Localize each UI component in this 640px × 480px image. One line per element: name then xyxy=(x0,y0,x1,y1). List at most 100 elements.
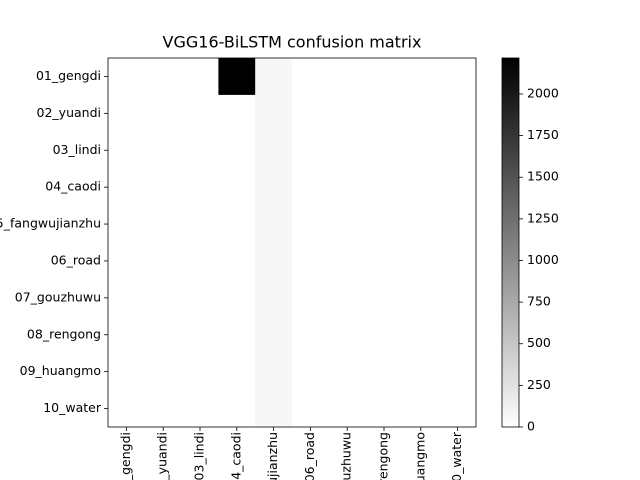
cell xyxy=(218,316,256,354)
cell xyxy=(255,94,293,133)
cell xyxy=(365,316,403,354)
cell xyxy=(255,279,293,317)
cell xyxy=(402,242,440,280)
cell xyxy=(108,58,146,96)
cell xyxy=(328,94,366,133)
cell xyxy=(218,58,256,96)
cell xyxy=(328,390,366,428)
cell xyxy=(181,279,219,317)
cell xyxy=(108,205,146,243)
cell xyxy=(181,205,219,243)
cell xyxy=(255,131,293,169)
cell xyxy=(144,353,182,391)
cell xyxy=(365,131,403,169)
chart-title: VGG16-BiLSTM confusion matrix xyxy=(163,33,422,52)
cell xyxy=(402,58,440,96)
cell xyxy=(292,168,330,206)
cell xyxy=(439,316,477,354)
cell xyxy=(439,279,477,317)
cell xyxy=(402,94,440,133)
cell xyxy=(108,353,146,391)
y-tick-label: 09_huangmo xyxy=(20,363,101,378)
cell xyxy=(439,94,477,133)
cell xyxy=(144,58,182,96)
cell xyxy=(365,242,403,280)
cell xyxy=(218,279,256,317)
colorbar-tick-label: 1250 xyxy=(527,210,559,225)
cell xyxy=(402,279,440,317)
colorbar xyxy=(501,57,520,428)
cell xyxy=(292,242,330,280)
cell xyxy=(218,94,256,133)
cell xyxy=(365,390,403,428)
cell xyxy=(144,205,182,243)
cell xyxy=(181,168,219,206)
cell xyxy=(255,390,293,428)
cell xyxy=(218,205,256,243)
cell xyxy=(108,168,146,206)
cell xyxy=(181,131,219,169)
cell xyxy=(439,58,477,96)
colorbar-tick-label: 500 xyxy=(527,335,551,350)
cell xyxy=(218,353,256,391)
cell xyxy=(365,94,403,133)
cell xyxy=(292,279,330,317)
cell xyxy=(365,58,403,96)
colorbar-tick-label: 2000 xyxy=(527,85,559,100)
y-tick-label: 07_gouzhuwu xyxy=(15,289,101,304)
cell xyxy=(144,94,182,133)
cell xyxy=(439,205,477,243)
cell xyxy=(108,279,146,317)
cell xyxy=(328,316,366,354)
cell xyxy=(255,353,293,391)
cell xyxy=(328,58,366,96)
cell xyxy=(402,168,440,206)
cell xyxy=(328,168,366,206)
cell xyxy=(402,353,440,391)
cell xyxy=(292,94,330,133)
y-tick-label: 02_yuandi xyxy=(37,105,101,120)
cell xyxy=(181,242,219,280)
cell xyxy=(255,58,293,96)
cell xyxy=(144,390,182,428)
cell xyxy=(255,205,293,243)
cell xyxy=(402,131,440,169)
colorbar-tick-label: 250 xyxy=(527,377,551,392)
cell xyxy=(181,316,219,354)
plot-frame xyxy=(107,57,477,428)
cell xyxy=(328,131,366,169)
colorbar-tick-label: 750 xyxy=(527,294,551,309)
cell xyxy=(439,353,477,391)
x-tick-label: 01_gengdi xyxy=(118,432,133,480)
x-tick-label: 08_rengong xyxy=(376,432,391,480)
cell xyxy=(181,353,219,391)
x-tick-label: 02_yuandi xyxy=(155,432,170,480)
cell xyxy=(365,279,403,317)
cell xyxy=(365,205,403,243)
cell xyxy=(108,390,146,428)
cell xyxy=(144,316,182,354)
cell xyxy=(402,390,440,428)
y-tick-label: 08_rengong xyxy=(27,326,101,341)
y-tick-label: 10_water xyxy=(43,400,102,415)
cell xyxy=(328,353,366,391)
cell xyxy=(292,390,330,428)
cell xyxy=(292,58,330,96)
cell xyxy=(144,168,182,206)
cell xyxy=(144,279,182,317)
cell xyxy=(328,205,366,243)
cell xyxy=(292,131,330,169)
x-tick-label: 10_water xyxy=(449,431,464,480)
cell xyxy=(218,168,256,206)
cell xyxy=(365,353,403,391)
colorbar-tick-label: 0 xyxy=(527,419,535,434)
cell xyxy=(181,58,219,96)
y-tick-label: 06_road xyxy=(51,252,101,267)
cell xyxy=(181,390,219,428)
y-tick-label: 05_fangwujianzhu xyxy=(0,216,101,231)
colorbar-tick-label: 1750 xyxy=(527,127,559,142)
cell xyxy=(181,94,219,133)
x-tick-label: 03_lindi xyxy=(192,432,207,480)
cell xyxy=(144,131,182,169)
